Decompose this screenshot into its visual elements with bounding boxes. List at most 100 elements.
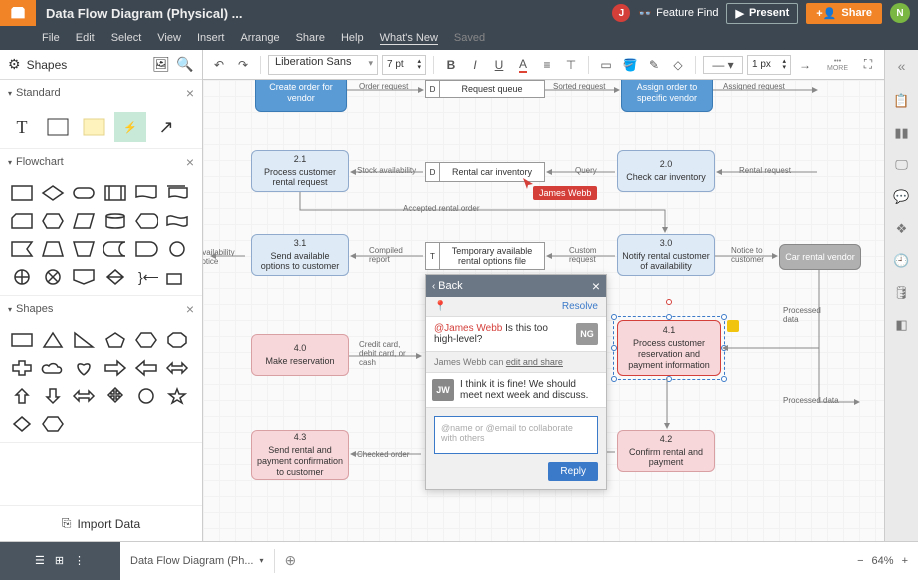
clipboard-icon[interactable]: 📋 — [893, 92, 911, 110]
bs-oct[interactable] — [161, 326, 192, 354]
fc-hex[interactable] — [37, 207, 68, 235]
shapes-settings-icon[interactable]: ⚙ — [8, 56, 21, 73]
comments-icon[interactable]: 💬 — [893, 188, 911, 206]
node-create-order[interactable]: Create order for vendor — [255, 80, 347, 112]
reply-button[interactable]: Reply — [548, 462, 598, 481]
bs-arr-u[interactable] — [6, 382, 37, 410]
section-flowchart[interactable]: Flowchart — [16, 156, 64, 168]
tab-menu-icon[interactable]: ▾ — [259, 556, 263, 565]
section-standard[interactable]: Standard — [16, 87, 61, 99]
zoom-in-button[interactable]: + — [902, 555, 908, 567]
node-2-0[interactable]: 2.0Check car inventory — [617, 150, 715, 192]
comment-marker-icon[interactable] — [727, 320, 739, 332]
section-shapes[interactable]: Shapes — [16, 303, 53, 315]
std-arrow-shape[interactable]: ↗ — [150, 112, 182, 142]
fc-trap[interactable] — [37, 235, 68, 263]
share-button[interactable]: +👤Share — [806, 3, 882, 24]
node-vendor[interactable]: Car rental vendor — [779, 244, 861, 270]
more-button[interactable]: •••MORE — [827, 58, 848, 72]
bs-hex[interactable] — [130, 326, 161, 354]
permission-link[interactable]: edit and share — [506, 357, 563, 367]
close-section-icon[interactable]: × — [186, 154, 194, 170]
line-width-select[interactable]: 1 px▴▾ — [747, 55, 791, 75]
add-page-button[interactable]: ⊕ — [275, 552, 307, 569]
bs-arr-r[interactable] — [99, 354, 130, 382]
shape-button[interactable]: ◇ — [668, 54, 688, 76]
pages-menu-icon[interactable]: ⋮ — [74, 554, 85, 567]
menu-select[interactable]: Select — [111, 32, 142, 44]
fc-diamond[interactable] — [37, 179, 68, 207]
fc-doc[interactable] — [130, 179, 161, 207]
close-section-icon[interactable]: × — [186, 301, 194, 317]
present-button[interactable]: ▶Present — [726, 3, 798, 24]
bs-pent[interactable] — [99, 326, 130, 354]
canvas[interactable]: Create order for vendor DRequest queue A… — [203, 80, 884, 541]
line-end-button[interactable]: → — [795, 54, 815, 76]
fc-circle[interactable] — [161, 235, 192, 263]
menu-file[interactable]: File — [42, 32, 60, 44]
history-icon[interactable]: 🕘 — [893, 252, 911, 270]
font-size-select[interactable]: 7 pt▴▾ — [382, 55, 426, 75]
datastore-request-queue[interactable]: DRequest queue — [425, 80, 545, 98]
node-3-1[interactable]: 3.1Send available options to customer — [251, 234, 349, 276]
doc-title[interactable]: Data Flow Diagram (Physical) ... — [46, 6, 243, 21]
fill-button[interactable]: ▭ — [596, 54, 616, 76]
fc-multidoc[interactable] — [161, 179, 192, 207]
bs-rect[interactable] — [6, 326, 37, 354]
presentation-icon[interactable]: 🖵 — [893, 156, 911, 174]
text-color-button[interactable]: A — [513, 54, 533, 76]
line-style-select[interactable]: — ▾ — [703, 56, 743, 74]
pin-icon[interactable]: 📍 — [434, 301, 446, 312]
underline-button[interactable]: U — [489, 54, 509, 76]
resolve-button[interactable]: Resolve — [562, 301, 598, 312]
fc-flag[interactable] — [6, 235, 37, 263]
fullscreen-button[interactable]: ⛶ — [858, 54, 878, 76]
bs-cloud[interactable] — [37, 354, 68, 382]
fc-disp[interactable] — [130, 207, 161, 235]
bs-circ[interactable] — [130, 382, 161, 410]
collapse-icon[interactable]: ▾ — [8, 305, 12, 314]
menu-edit[interactable]: Edit — [76, 32, 95, 44]
node-assign-order[interactable]: Assign order to specific vendor — [621, 80, 713, 112]
font-select[interactable]: Liberation Sans — [268, 55, 378, 75]
back-icon[interactable]: ‹ — [432, 281, 435, 292]
menu-insert[interactable]: Insert — [197, 32, 225, 44]
zoom-level[interactable]: 64% — [872, 555, 894, 567]
slides-icon[interactable]: ▮▮ — [893, 124, 911, 142]
redo-button[interactable]: ↷ — [233, 54, 253, 76]
fc-delay[interactable] — [130, 235, 161, 263]
std-text-shape[interactable]: T — [6, 112, 38, 142]
bs-arr-lr[interactable] — [68, 382, 99, 410]
fc-para[interactable] — [68, 207, 99, 235]
fc-brace[interactable]: }⟵{ — [130, 263, 161, 291]
zoom-out-button[interactable]: − — [857, 555, 863, 567]
close-section-icon[interactable]: × — [186, 85, 194, 101]
fc-card[interactable] — [6, 207, 37, 235]
indent-button[interactable]: ⊤ — [561, 54, 581, 76]
fc-sum[interactable] — [6, 263, 37, 291]
menu-share[interactable]: Share — [296, 32, 325, 44]
std-note-shape[interactable] — [78, 112, 110, 142]
menu-help[interactable]: Help — [341, 32, 364, 44]
menu-view[interactable]: View — [157, 32, 181, 44]
line-color-button[interactable]: ✎ — [644, 54, 664, 76]
node-4-3[interactable]: 4.3Send rental and payment confirmation … — [251, 430, 349, 480]
fc-tape[interactable] — [161, 207, 192, 235]
image-icon[interactable]: 🖼 — [152, 56, 170, 73]
fc-predef[interactable] — [99, 179, 130, 207]
node-2-1[interactable]: 2.1Process customer rental request — [251, 150, 349, 192]
bs-heart[interactable] — [68, 354, 99, 382]
menu-arrange[interactable]: Arrange — [240, 32, 279, 44]
collaborator-avatar-j[interactable]: J — [612, 4, 630, 22]
fill-color-button[interactable]: 🪣 — [620, 54, 640, 76]
user-avatar-n[interactable]: N — [890, 3, 910, 23]
bold-button[interactable]: B — [441, 54, 461, 76]
menu-whats-new[interactable]: What's New — [380, 32, 438, 45]
bs-arr-4[interactable] — [99, 382, 130, 410]
node-3-0[interactable]: 3.0Notify rental customer of availabilit… — [617, 234, 715, 276]
bs-poly[interactable] — [37, 410, 68, 438]
bs-arr-l[interactable] — [130, 354, 161, 382]
pages-list-icon[interactable]: ☰ — [35, 554, 45, 567]
bs-star[interactable] — [161, 382, 192, 410]
fc-blank[interactable] — [161, 263, 192, 291]
